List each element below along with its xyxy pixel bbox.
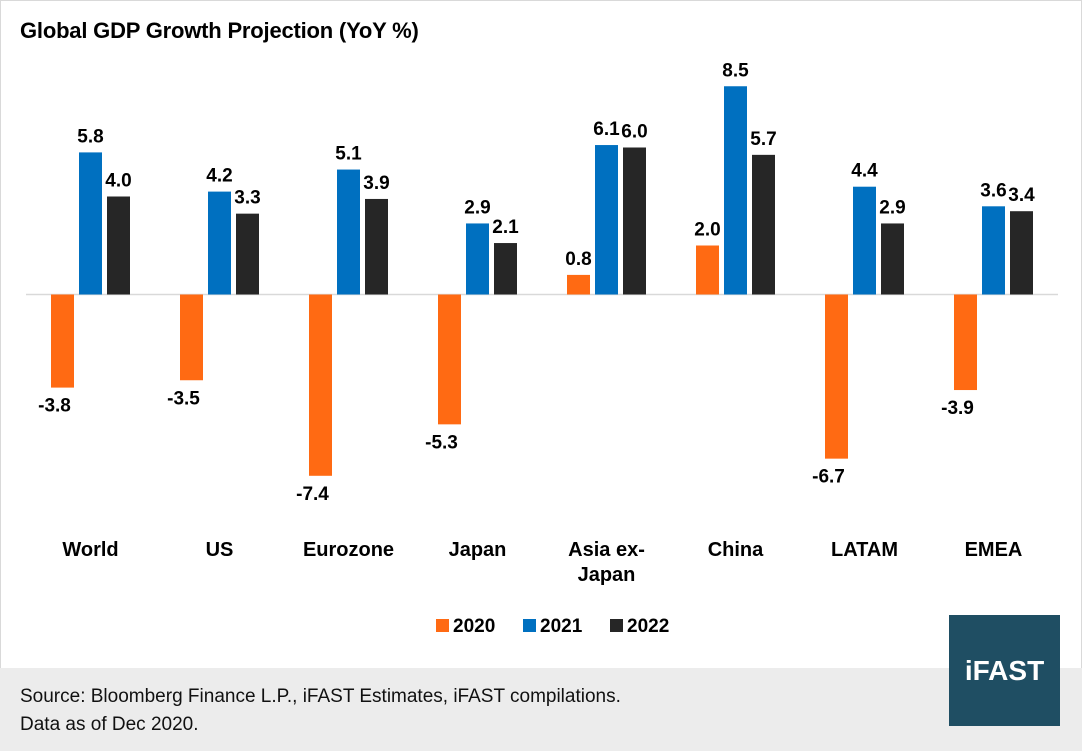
data-label: 5.8 [77,126,103,147]
bar-2020-china [696,245,719,295]
chart-title: Global GDP Growth Projection (YoY %) [20,18,419,43]
data-label: 2.9 [879,197,905,218]
data-label: 3.6 [980,180,1006,201]
category-label: US [206,539,234,561]
bar-2021-china [724,86,747,295]
data-label: -6.7 [812,467,845,488]
bar-2020-emea [954,294,977,391]
category-label: World [62,539,118,561]
legend-swatch-2021 [523,619,536,632]
bar-2020-asia-ex-japan [567,274,590,295]
bar-2020-world [51,294,74,388]
bar-2022-latam [881,223,904,295]
data-label: 2.0 [694,220,720,241]
data-label: 6.1 [593,119,620,140]
bar-2020-japan [438,294,461,425]
bar-2022-eurozone [365,198,388,295]
bar-2022-us [236,213,259,295]
bar-2021-eurozone [337,169,360,295]
category-label: Japan [578,564,636,586]
data-label: 5.1 [335,144,362,165]
data-label: 3.9 [363,173,389,194]
bar-2021-asia-ex-japan [595,145,618,295]
category-label: LATAM [831,539,898,561]
bar-2020-latam [825,294,848,459]
source-note: Source: Bloomberg Finance L.P., iFAST Es… [20,683,621,739]
bar-2021-us [208,191,231,295]
bar-2022-china [752,154,775,295]
bar-chart: -3.8 5.8 4.0 World -3.5 4.23.3 US -7.4 5.13.9 Eur… [26,60,1058,637]
data-label: 4.2 [206,166,232,187]
source-line-1: Source: Bloomberg Finance L.P., iFAST Es… [20,686,621,707]
bar-2021-latam [853,186,876,295]
data-label: -3.5 [167,388,200,409]
bar-2021-emea [982,206,1005,295]
legend-label-2022: 2022 [627,616,669,637]
bar-2021-japan [466,223,489,295]
data-label: 8.5 [722,60,749,81]
category-label: Japan [449,539,507,561]
data-label: 3.4 [1008,185,1035,206]
category-label: EMEA [965,539,1023,561]
data-label: 6.0 [621,122,647,143]
data-label: 4.0 [105,171,131,192]
data-label: -7.4 [296,484,329,505]
legend-swatch-2020 [436,619,449,632]
data-label: 0.8 [565,249,591,270]
category-label: China [708,539,764,561]
data-label: 3.3 [234,188,260,209]
data-label: -5.3 [425,432,458,453]
legend-label-2020: 2020 [453,616,495,637]
legend-swatch-2022 [610,619,623,632]
footer [0,668,1082,751]
bar-2022-world [107,196,130,295]
data-label: 5.7 [750,129,776,150]
category-label: Eurozone [303,539,394,561]
source-line-2: Data as of Dec 2020. [20,714,199,735]
category-label: Asia ex- [568,539,645,561]
data-label: 4.4 [851,161,878,182]
bar-2022-asia-ex-japan [623,147,646,295]
bar-2020-us [180,294,203,381]
ifast-logo: iFAST [949,615,1060,726]
legend-label-2021: 2021 [540,616,583,637]
data-label: -3.8 [38,396,71,417]
data-label: 2.1 [492,217,519,238]
bar-2021-world [79,152,102,295]
bar-2022-emea [1010,211,1033,295]
bar-2020-eurozone [309,294,332,476]
logo-text: iFAST [964,654,1045,686]
data-label: -3.9 [941,398,974,419]
data-label: 2.9 [464,197,490,218]
bar-2022-japan [494,243,517,295]
